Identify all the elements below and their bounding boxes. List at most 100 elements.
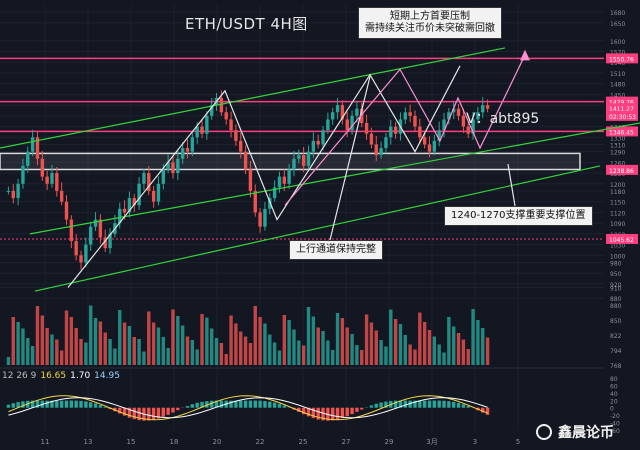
macd-histogram-bar	[118, 407, 122, 414]
macd-histogram-bar	[210, 400, 214, 408]
macd-histogram-bar	[103, 406, 107, 408]
candle-body	[355, 108, 359, 116]
macd-histogram-bar	[214, 400, 219, 408]
macd-params: 12 26 9	[2, 371, 37, 381]
candle-body	[103, 237, 107, 249]
macd-histogram-bar	[393, 400, 398, 408]
candle-body	[481, 105, 485, 113]
arrow-line	[507, 164, 516, 207]
x-tick-label: 3月	[426, 438, 437, 446]
candle-body	[306, 151, 311, 166]
price-tick-label: 980	[610, 260, 622, 267]
volume-bar	[16, 322, 20, 365]
volume-tick-label: 768	[610, 363, 622, 370]
macd-dif-line	[8, 395, 488, 421]
volume-bar	[243, 336, 248, 365]
volume-bar	[69, 317, 74, 365]
volume-bar	[219, 343, 224, 365]
support-zone	[0, 152, 581, 171]
candle-body	[69, 219, 74, 241]
macd-tick-label: -40	[610, 421, 620, 428]
macd-histogram-bar	[21, 401, 25, 408]
candle-body	[287, 169, 291, 184]
arrow-head	[520, 49, 530, 61]
candle-body	[156, 183, 161, 202]
volume-bar	[166, 348, 170, 365]
price-tick-label: 1540	[610, 60, 625, 67]
wave-line-pink	[284, 54, 526, 206]
candle-body	[219, 97, 224, 113]
volume-bar	[258, 317, 262, 365]
macd-histogram-bar	[200, 401, 204, 408]
candle-body	[413, 115, 417, 127]
candle-body	[403, 112, 407, 120]
macd-histogram-bar	[147, 407, 151, 421]
volume-bar	[268, 334, 272, 365]
candle-body	[350, 115, 354, 131]
x-tick-label: 3	[473, 438, 477, 446]
candle-body	[205, 115, 209, 134]
macd-histogram-bar	[234, 400, 238, 408]
macd-histogram-bar	[151, 407, 156, 420]
candle-body	[331, 112, 335, 120]
volume-bar	[239, 331, 243, 365]
macd-histogram-bar	[321, 407, 325, 421]
volume-bar	[418, 312, 422, 365]
volume-bar	[176, 316, 180, 365]
x-tick-label: 11	[41, 438, 50, 446]
candle-body	[384, 137, 388, 149]
price-label: 1429.76	[609, 100, 634, 107]
macd-histogram-bar	[55, 400, 59, 408]
x-tick-label: 15	[127, 438, 136, 446]
volume-bar	[11, 317, 15, 365]
macd-histogram-bar	[263, 401, 267, 408]
volume-bar	[447, 317, 451, 365]
macd-histogram-bar	[195, 402, 199, 408]
macd-histogram-bar	[466, 406, 470, 408]
macd-histogram-bar	[452, 401, 456, 408]
candle-body	[84, 244, 88, 263]
macd-histogram-bar	[45, 400, 49, 408]
volume-bar	[442, 352, 446, 365]
macd-histogram-bar	[84, 401, 88, 408]
macd-histogram-bar	[137, 407, 141, 421]
price-tick-label: 1290	[610, 150, 625, 157]
volume-bar	[50, 334, 54, 365]
candle-body	[485, 105, 490, 109]
candle-body	[248, 169, 253, 191]
macd-histogram-bar	[456, 402, 461, 408]
macd-histogram-bar	[374, 403, 378, 408]
volume-bar	[89, 305, 93, 365]
price-label-box	[606, 233, 638, 244]
channel-line	[34, 165, 601, 292]
volume-bar	[355, 345, 359, 365]
macd-histogram-bar	[50, 400, 54, 408]
price-tick-label: 1310	[610, 142, 625, 149]
candle-body	[258, 212, 262, 227]
price-tick-label: 1570	[610, 49, 625, 56]
candle-body	[21, 165, 25, 184]
volume-bar	[263, 323, 267, 365]
volume-bar	[292, 329, 296, 365]
volume-bar	[272, 342, 277, 365]
volume-bar	[311, 316, 316, 365]
macd-histogram-bar	[355, 407, 359, 412]
volume-bar	[282, 315, 286, 365]
macd-histogram-bar	[239, 400, 243, 408]
candle-body	[137, 183, 141, 206]
volume-bar	[59, 350, 64, 365]
candle-body	[55, 173, 59, 191]
candle-body	[297, 155, 301, 159]
volume-tick-label: 822	[610, 333, 622, 340]
price-label: 1238.86	[609, 168, 634, 175]
x-tick-label: 20	[213, 438, 222, 446]
volume-bar	[84, 342, 88, 365]
candle-body	[127, 198, 132, 213]
candle-body	[447, 112, 451, 120]
candle-body	[74, 241, 78, 256]
macd-histogram-bar	[253, 400, 257, 408]
macd-histogram-bar	[369, 405, 374, 408]
candle-body	[292, 158, 296, 170]
macd-histogram-bar	[481, 407, 485, 413]
